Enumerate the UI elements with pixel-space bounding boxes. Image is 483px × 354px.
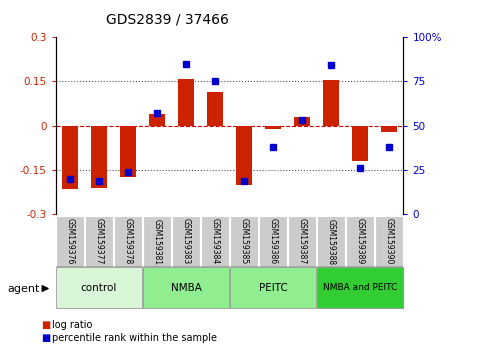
Text: GSM159389: GSM159389 [355,218,364,265]
Text: GSM159383: GSM159383 [182,218,190,265]
Bar [120,126,136,177]
Text: ■: ■ [41,333,50,343]
Text: NMBA and PEITC: NMBA and PEITC [323,283,397,292]
Text: GSM159386: GSM159386 [269,218,277,265]
Text: GDS2839 / 37466: GDS2839 / 37466 [106,12,229,27]
Text: GSM159390: GSM159390 [384,218,393,265]
Bar [114,216,142,267]
Text: GSM159381: GSM159381 [153,218,161,265]
Bar [294,117,310,126]
Bar [230,267,316,308]
Bar [317,267,403,308]
Bar [352,126,368,161]
Bar [381,126,397,132]
Bar [317,216,345,267]
Bar [230,216,258,267]
Bar [56,216,84,267]
Bar [259,216,287,267]
Bar [56,267,142,308]
Bar [201,216,229,267]
Text: GSM159385: GSM159385 [240,218,248,265]
Text: PEITC: PEITC [258,282,287,293]
Text: percentile rank within the sample: percentile rank within the sample [52,333,217,343]
Text: GSM159384: GSM159384 [211,218,219,265]
Bar [207,92,223,126]
Text: ■: ■ [41,320,50,330]
Bar [288,216,316,267]
Bar [375,216,403,267]
Text: GSM159376: GSM159376 [66,218,74,265]
Bar [346,216,374,267]
Text: log ratio: log ratio [52,320,93,330]
Text: GSM159378: GSM159378 [124,218,132,265]
Text: GSM159388: GSM159388 [327,218,335,265]
Bar [143,216,171,267]
Bar [62,126,78,189]
Bar [172,216,200,267]
Text: control: control [81,282,117,293]
Bar [149,114,165,126]
Text: GSM159387: GSM159387 [298,218,306,265]
Bar [265,126,281,129]
Bar [323,80,339,126]
Bar [236,126,252,185]
Text: GSM159377: GSM159377 [95,218,103,265]
Text: agent: agent [7,284,40,293]
Bar [143,267,229,308]
Bar [91,126,107,188]
Bar [85,216,113,267]
Bar [178,79,194,126]
Text: NMBA: NMBA [170,282,201,293]
